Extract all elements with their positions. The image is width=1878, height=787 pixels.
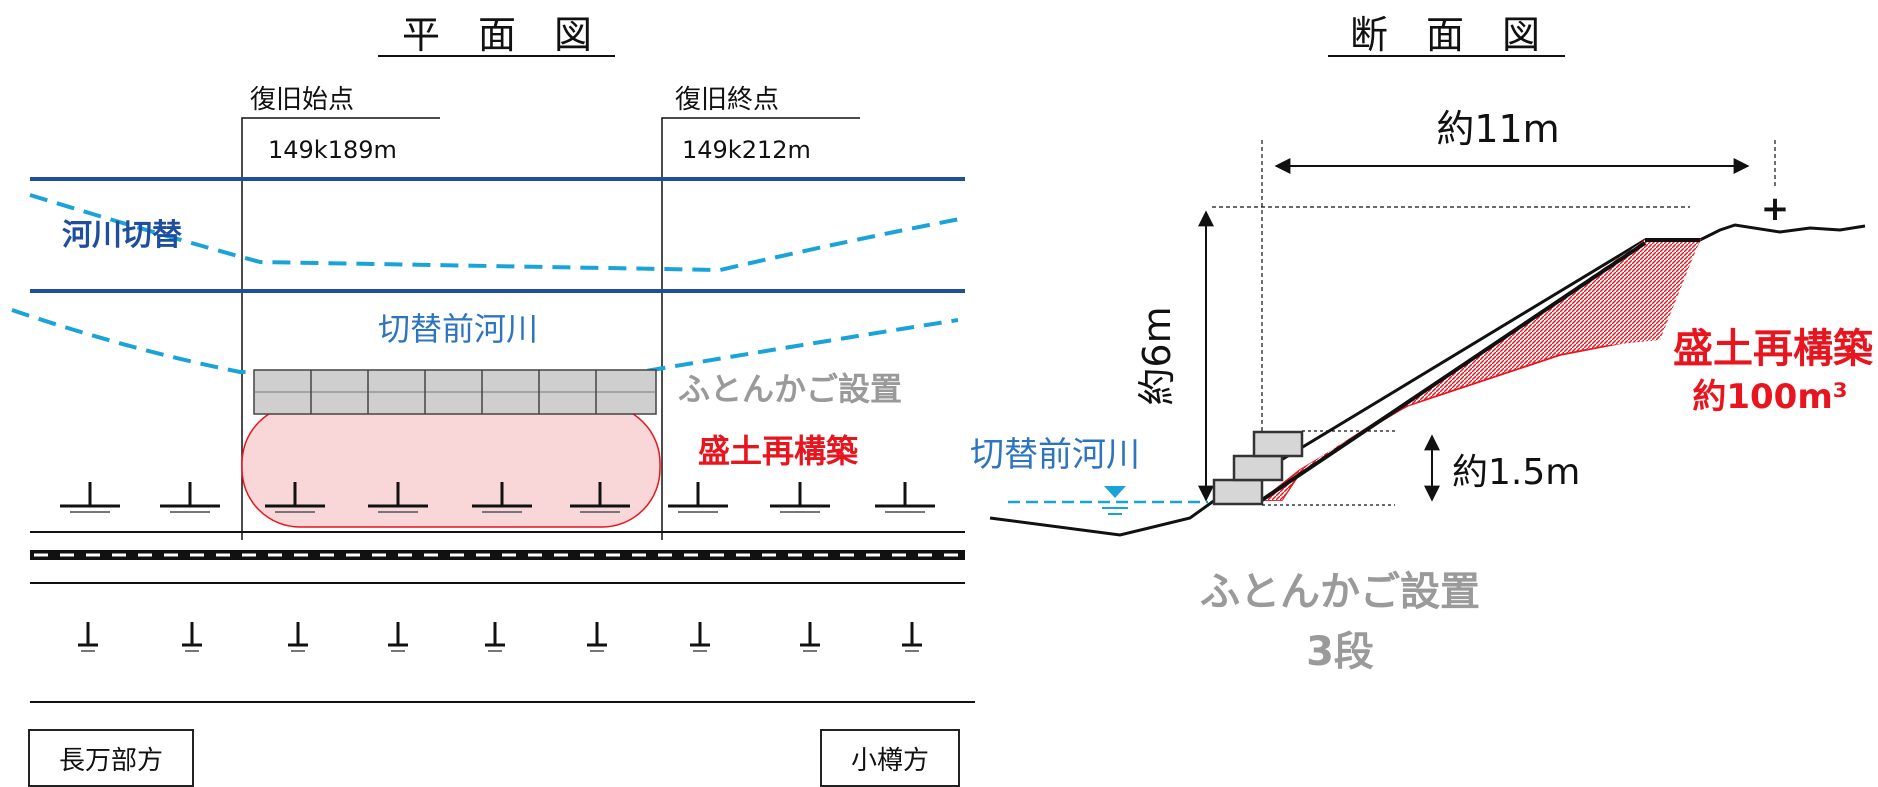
direction-left-label: 長万部方	[58, 745, 163, 776]
gabion-block-3	[1252, 430, 1304, 458]
ground-profile	[989, 223, 1866, 537]
pole-symbols-upper	[60, 482, 935, 513]
section-gabion-steps: 3段	[1306, 629, 1374, 675]
crest-plus-mark: +	[1761, 189, 1790, 229]
start-leader	[241, 117, 440, 540]
gabion-row	[253, 369, 657, 415]
embankment-area	[241, 404, 661, 528]
section-old-river-label: 切替前河川	[970, 435, 1140, 475]
river-centerline-dashed	[29, 193, 966, 273]
section-title: 断 面 図	[1350, 13, 1540, 57]
section-gabions	[1212, 430, 1304, 506]
section-gabion-label: ふとんかご設置	[1200, 569, 1480, 615]
slope-line	[1260, 241, 1647, 502]
height-dim-label: 約6m	[1135, 306, 1179, 405]
end-label: 復旧終点	[675, 85, 779, 115]
end-km: 149k212m	[682, 136, 811, 164]
river-switch-label: 河川切替	[62, 218, 182, 253]
start-km: 149k189m	[268, 136, 397, 164]
start-label: 復旧始点	[250, 85, 354, 115]
end-leader	[661, 117, 860, 540]
gabion-block-1	[1212, 478, 1264, 506]
gabion-height-label: 約1.5m	[1452, 452, 1580, 493]
section-volume-label: 約100m³	[1692, 377, 1847, 417]
direction-right-label: 小樽方	[850, 745, 929, 776]
direction-left-box: 長万部方	[28, 729, 194, 787]
gabion-label: ふとんかご設置	[678, 370, 902, 408]
embankment-label: 盛土再構築	[698, 432, 859, 470]
direction-right-box: 小樽方	[820, 729, 960, 787]
plan-view: 平 面 図 復旧始点 149k189m 復旧終点 149k212m 河川切替 切…	[11, 13, 975, 703]
water-level-icon	[1104, 486, 1126, 498]
width-dim-label: 約11m	[1436, 107, 1559, 151]
section-embankment-label: 盛土再構築	[1673, 326, 1874, 372]
section-view: 断 面 図 約11m 約6m 約1.5m	[970, 13, 1874, 675]
old-river-label: 切替前河川	[378, 310, 538, 348]
railway-track	[30, 550, 965, 560]
pole-symbols-lower	[78, 622, 922, 652]
gabion-block-2	[1232, 454, 1284, 482]
embankment-upper-surface	[1262, 240, 1700, 500]
plan-title: 平 面 図	[402, 13, 592, 57]
